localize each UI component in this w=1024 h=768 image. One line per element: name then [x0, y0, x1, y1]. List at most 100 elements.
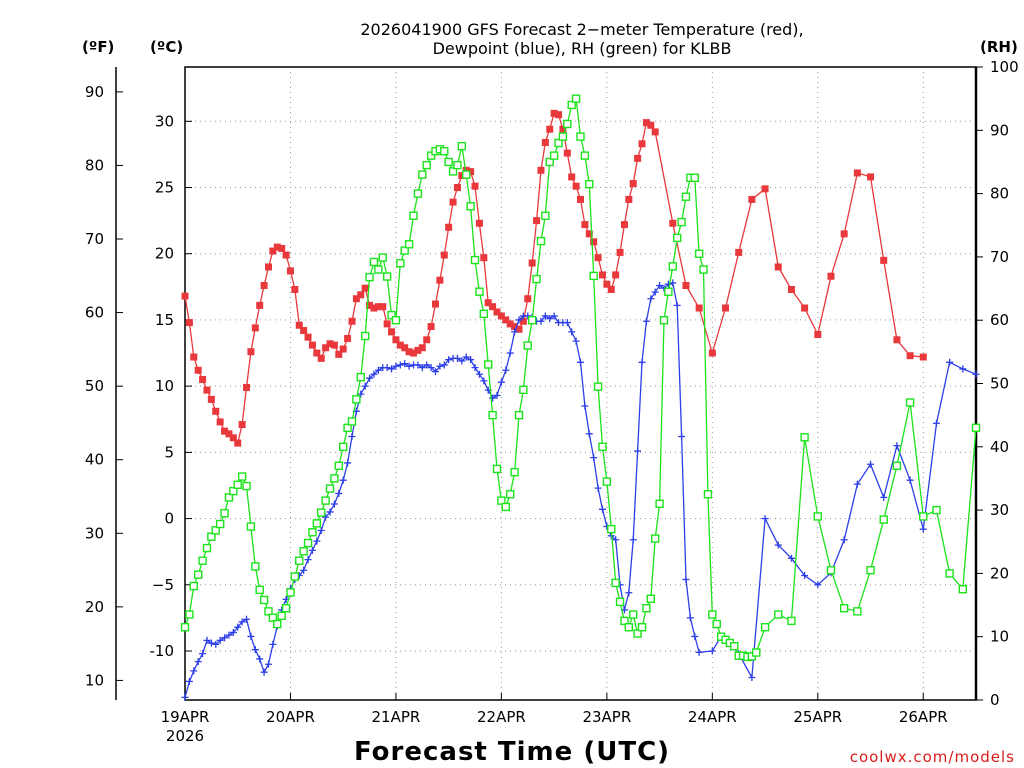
dewpoint-point	[392, 362, 400, 370]
dewpoint-point	[612, 536, 620, 544]
rh-point	[589, 271, 598, 281]
rh-point	[365, 272, 374, 282]
rh-point	[343, 423, 352, 433]
rh-point	[312, 519, 322, 528]
dewpoint-point	[401, 360, 409, 368]
rh-point	[189, 581, 198, 591]
temperature-point	[401, 344, 409, 352]
x-tick-label: 20APR	[266, 708, 315, 726]
temperature-point	[190, 353, 198, 361]
dewpoint-point	[664, 280, 672, 288]
temperature-point	[594, 254, 602, 262]
rh-point	[752, 648, 761, 657]
rh-tick-label: 50	[990, 375, 1009, 393]
dewpoint-point	[489, 394, 497, 402]
dewpoint-point	[497, 378, 505, 386]
dewpoint-point	[656, 282, 664, 290]
temperature-point	[330, 341, 338, 349]
rh-point	[317, 508, 326, 517]
rh-point	[470, 255, 480, 265]
c-tick-label: 5	[164, 443, 174, 461]
temperature-point	[708, 349, 716, 357]
rh-point	[826, 566, 836, 575]
rh-point	[321, 496, 330, 505]
dewpoint-point	[840, 536, 848, 544]
temperature-point	[651, 128, 659, 136]
temperature-line	[184, 112, 924, 445]
rh-point	[255, 585, 264, 595]
dewpoint-point	[190, 667, 198, 675]
dewpoint-point	[335, 489, 343, 497]
rh-point	[598, 442, 607, 451]
dewpoint-point	[585, 430, 593, 438]
dewpoint-point	[344, 459, 352, 467]
temperature-point	[581, 221, 589, 229]
temperature-point	[436, 276, 444, 284]
temperature-point	[207, 395, 215, 403]
rh-point	[295, 556, 304, 565]
dewpoint-point	[185, 677, 193, 685]
rh-point	[655, 499, 664, 508]
dewpoint-point	[388, 365, 396, 373]
temperature-point	[405, 348, 413, 356]
celsius-unit-label: (ºC)	[150, 38, 183, 56]
dewpoint-point	[260, 668, 268, 676]
dewpoint-point	[638, 358, 646, 366]
rh-point	[360, 331, 370, 341]
temperature-point	[322, 344, 330, 352]
temperature-point	[383, 320, 391, 328]
temperature-point	[634, 154, 642, 162]
temperature-point	[519, 317, 527, 325]
temperature-point	[264, 263, 272, 271]
temperature-point	[801, 304, 809, 312]
temperature-point	[735, 248, 743, 256]
rh-point	[774, 610, 783, 619]
temperature-point	[546, 125, 554, 133]
rh-point	[580, 151, 590, 160]
temperature-point	[555, 111, 563, 119]
temperature-point	[431, 300, 439, 308]
temperature-point	[867, 173, 875, 181]
rh-point	[268, 613, 278, 622]
temperature-point	[453, 184, 461, 192]
rh-point	[932, 505, 941, 515]
temperature-point	[326, 340, 334, 348]
dewpoint-point	[405, 362, 413, 370]
x-axis-title: Forecast Time (UTC)	[354, 737, 670, 767]
dewpoint-point	[642, 317, 650, 325]
dewpoint-point	[308, 546, 316, 554]
dewpoint-point	[427, 364, 435, 372]
rh-point	[607, 524, 616, 534]
rh-point	[514, 410, 524, 420]
rh-point	[404, 240, 414, 249]
temperature-point	[357, 291, 365, 299]
temperature-point	[572, 182, 580, 190]
rh-point	[334, 461, 344, 470]
rh-point	[510, 467, 519, 477]
credit-link[interactable]: coolwx.com/models	[850, 748, 1015, 766]
temperature-point	[612, 271, 620, 279]
temperature-point	[471, 182, 479, 190]
dewpoint-point	[678, 432, 686, 440]
temperature-point	[598, 271, 606, 279]
data-series	[180, 94, 981, 701]
rh-point	[211, 526, 220, 535]
temperature-point	[282, 251, 290, 259]
rh-point	[339, 442, 348, 451]
dewpoint-point	[207, 639, 215, 647]
temperature-point	[410, 349, 418, 357]
temperature-point	[524, 295, 532, 303]
rh-point	[615, 597, 625, 607]
dewpoint-point	[300, 566, 308, 574]
temperature-point	[221, 427, 229, 435]
temperature-point	[893, 336, 901, 344]
temperature-point	[880, 256, 888, 264]
rh-point	[651, 534, 660, 543]
rh-point	[672, 233, 682, 243]
dewpoint-point	[537, 317, 545, 325]
temperature-point	[427, 323, 435, 331]
dewpoint-point	[959, 365, 967, 373]
temperature-point	[308, 341, 316, 349]
f-tick-label: 50	[85, 377, 104, 395]
rh-tick-label: 90	[990, 121, 1009, 139]
